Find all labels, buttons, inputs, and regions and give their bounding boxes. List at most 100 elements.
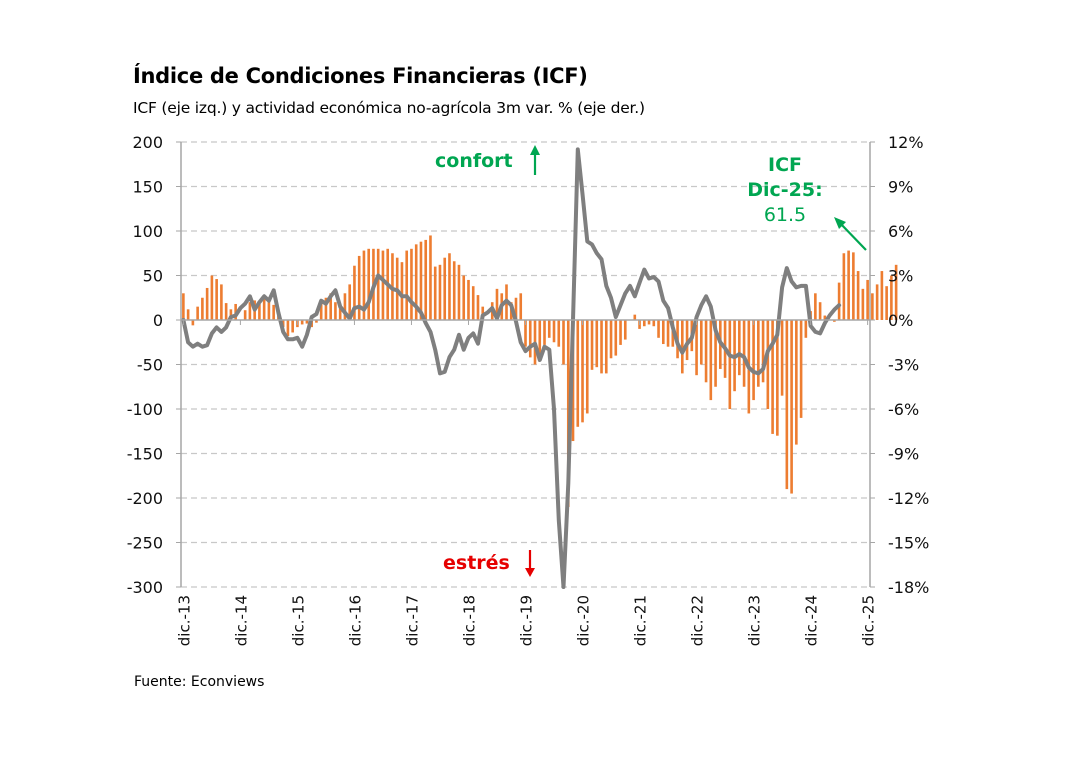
estres-label: estrés [443,552,510,574]
icf-bar [291,320,294,333]
icf-bar [761,320,765,383]
icf-bar [714,320,717,387]
icf-bar [367,248,370,320]
icf-bar [528,320,532,358]
x-ticks: dic.-13 dic.-14 dic.-15 dic.-16 dic.-17 dic.-… [175,320,878,646]
icf-bar [647,320,651,325]
y-left-tick-label: -150 [127,445,163,464]
x-tick-label: dic.-20 [575,595,593,646]
x-tick-label: dic.-13 [175,595,193,646]
icf-bar [319,302,323,320]
icf-bar [267,300,271,320]
icf-bar [818,302,822,320]
icf-bar [400,262,404,320]
icf-bar [272,304,275,320]
icf-bar [856,271,860,320]
source-note: Fuente: Econviews [134,674,265,690]
down-arrow-icon [525,550,535,577]
icf-bar [590,320,594,370]
icf-bar [448,253,451,320]
y-right-tick-label: 9% [888,178,913,197]
y-right-tick-label: 12% [888,133,924,152]
icf-bar [357,255,361,320]
icf-bar [514,297,518,320]
icf-bar [324,297,328,320]
icf-bar [433,266,437,320]
y-right-tick-label: 6% [888,222,913,241]
icf-bar [205,287,209,320]
x-tick-label: dic.-14 [232,595,250,646]
x-tick-label: dic.-15 [289,595,307,646]
x-tick-label: dic.-19 [518,595,536,646]
icf-bar [776,320,779,436]
y-left-tick-label: 50 [143,267,163,286]
icf-bar [258,303,261,320]
icf-bar [552,320,556,343]
icf-bar [604,320,608,374]
icf-bar [681,320,684,374]
icf-bar [262,298,266,320]
icf-bar [414,244,418,320]
icf-bar [704,320,708,383]
icf-bar [562,320,565,365]
icf-bar [191,320,195,326]
icf-bar [742,320,746,387]
icf-bar [823,315,827,320]
icf-bar [457,264,461,320]
icf-bar [771,320,774,434]
icf-bar [666,320,670,347]
icf-bar [600,320,603,374]
icf-bar [196,306,199,320]
x-tick-label: dic.-23 [746,595,764,646]
icf-bar [443,257,447,320]
icf-bar [595,320,599,368]
icf-bar [790,320,793,494]
icf-bar [362,250,366,320]
icf-bar [566,320,570,507]
icf-label-line2: Dic-25: [747,179,822,201]
icf-bar [700,320,703,365]
icf-bar [780,320,784,396]
icf-bar [614,320,618,356]
icf-bar [334,302,337,320]
icf-bar [619,320,622,345]
icf-bar [871,293,874,320]
y-right-tick-label: -12% [888,489,929,508]
x-tick-label: dic.-24 [803,595,821,646]
confort-label: confort [435,150,513,172]
icf-bar [752,320,755,401]
icf-bar [243,310,247,320]
y-left-tick-label: -200 [127,489,163,508]
y-right-tick-label: -18% [888,578,929,597]
icf-bar [224,303,228,320]
y-right-tick-label: -3% [888,356,919,375]
y-right-ticks: 12% 9% 6% 3% 0% -3% -6% -9% -12% -15% -18% [870,133,929,597]
y-right-tick-label: -6% [888,400,919,419]
icf-bar [890,275,893,320]
x-tick-label: dic.-16 [346,595,364,646]
y-left-ticks: 200 150 100 50 0 -50 -100 -150 -200 -250 -300 [127,133,181,597]
icf-label-line1: ICF [768,154,802,176]
icf-bar [452,261,456,320]
up-arrow-icon [530,145,540,175]
y-left-tick-label: -250 [127,534,163,553]
icf-bar [685,320,689,361]
icf-bar [286,320,290,337]
icf-bar [538,320,542,361]
gridlines [181,141,870,588]
icf-bar [885,286,888,320]
icf-bar [519,293,523,320]
icf-bar [847,250,850,320]
icf-value-label: 61.5 [764,204,806,226]
icf-bar [709,320,713,401]
icf-bar [695,320,698,376]
icf-bar [405,250,409,320]
icf-bar [804,320,808,338]
icf-bar [467,279,470,320]
y-left-tick-label: 0 [153,311,163,330]
x-tick-label: dic.-22 [689,595,707,646]
icf-bar [476,295,480,320]
icf-bar [757,320,760,387]
activity-line-group [181,147,842,589]
